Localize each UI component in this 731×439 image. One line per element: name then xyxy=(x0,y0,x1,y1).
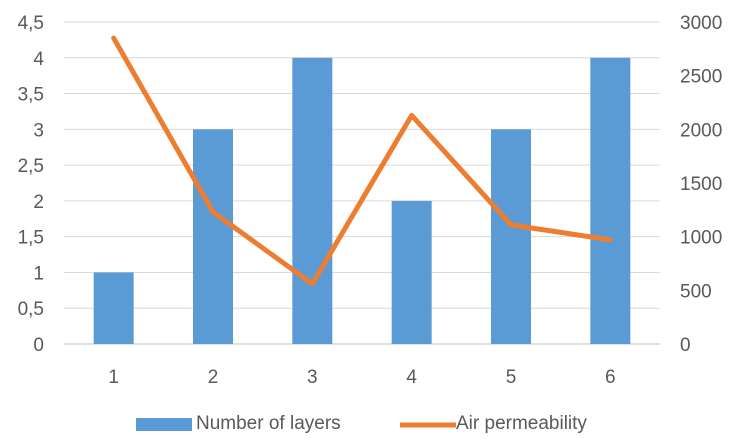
y-left-tick-label: 0,5 xyxy=(18,299,44,320)
y-left-tick-label: 4 xyxy=(33,49,44,70)
x-tick-label: 3 xyxy=(307,367,318,388)
x-tick-label: 4 xyxy=(406,367,417,388)
y-axis-right: 0 500 1000 1500 2000 2500 3000 xyxy=(680,13,722,356)
y-left-tick-label: 1 xyxy=(33,263,44,284)
gridlines xyxy=(64,21,660,345)
x-tick-label: 1 xyxy=(108,367,119,388)
air-permeability-line xyxy=(111,35,613,287)
legend-label: Number of layers xyxy=(196,413,341,434)
y-right-tick-label: 1500 xyxy=(680,174,722,195)
line-series xyxy=(111,35,613,287)
y-left-tick-label: 3 xyxy=(33,120,44,141)
y-left-tick-label: 2,5 xyxy=(18,156,44,177)
y-right-tick-label: 3000 xyxy=(680,13,722,34)
bar-series xyxy=(93,57,631,345)
bar xyxy=(93,272,134,344)
x-axis: 1 2 3 4 5 6 xyxy=(108,367,615,388)
x-tick-label: 5 xyxy=(506,367,517,388)
y-right-tick-label: 2000 xyxy=(680,120,722,141)
x-tick-label: 2 xyxy=(208,367,219,388)
legend: Number of layers Air permeability xyxy=(136,413,587,434)
y-left-tick-label: 3,5 xyxy=(18,85,44,106)
legend-label: Air permeability xyxy=(456,413,587,434)
bar xyxy=(491,129,531,344)
y-left-tick-label: 2 xyxy=(33,192,44,213)
y-right-tick-label: 2500 xyxy=(680,67,722,88)
x-tick-label: 6 xyxy=(605,367,616,388)
bar xyxy=(590,57,631,345)
legend-swatch-bar xyxy=(136,418,192,431)
y-left-tick-label: 1,5 xyxy=(18,228,44,249)
y-left-tick-label: 0 xyxy=(33,335,44,356)
y-right-tick-label: 1000 xyxy=(680,228,722,249)
y-right-tick-label: 0 xyxy=(680,335,691,356)
bar xyxy=(292,57,333,345)
bar xyxy=(391,200,432,344)
y-left-tick-label: 4,5 xyxy=(18,13,44,34)
y-axis-left: 0 0,5 1 1,5 2 2,5 3 3,5 4 4,5 xyxy=(18,13,45,356)
bar xyxy=(193,129,233,344)
y-right-tick-label: 500 xyxy=(680,281,712,302)
